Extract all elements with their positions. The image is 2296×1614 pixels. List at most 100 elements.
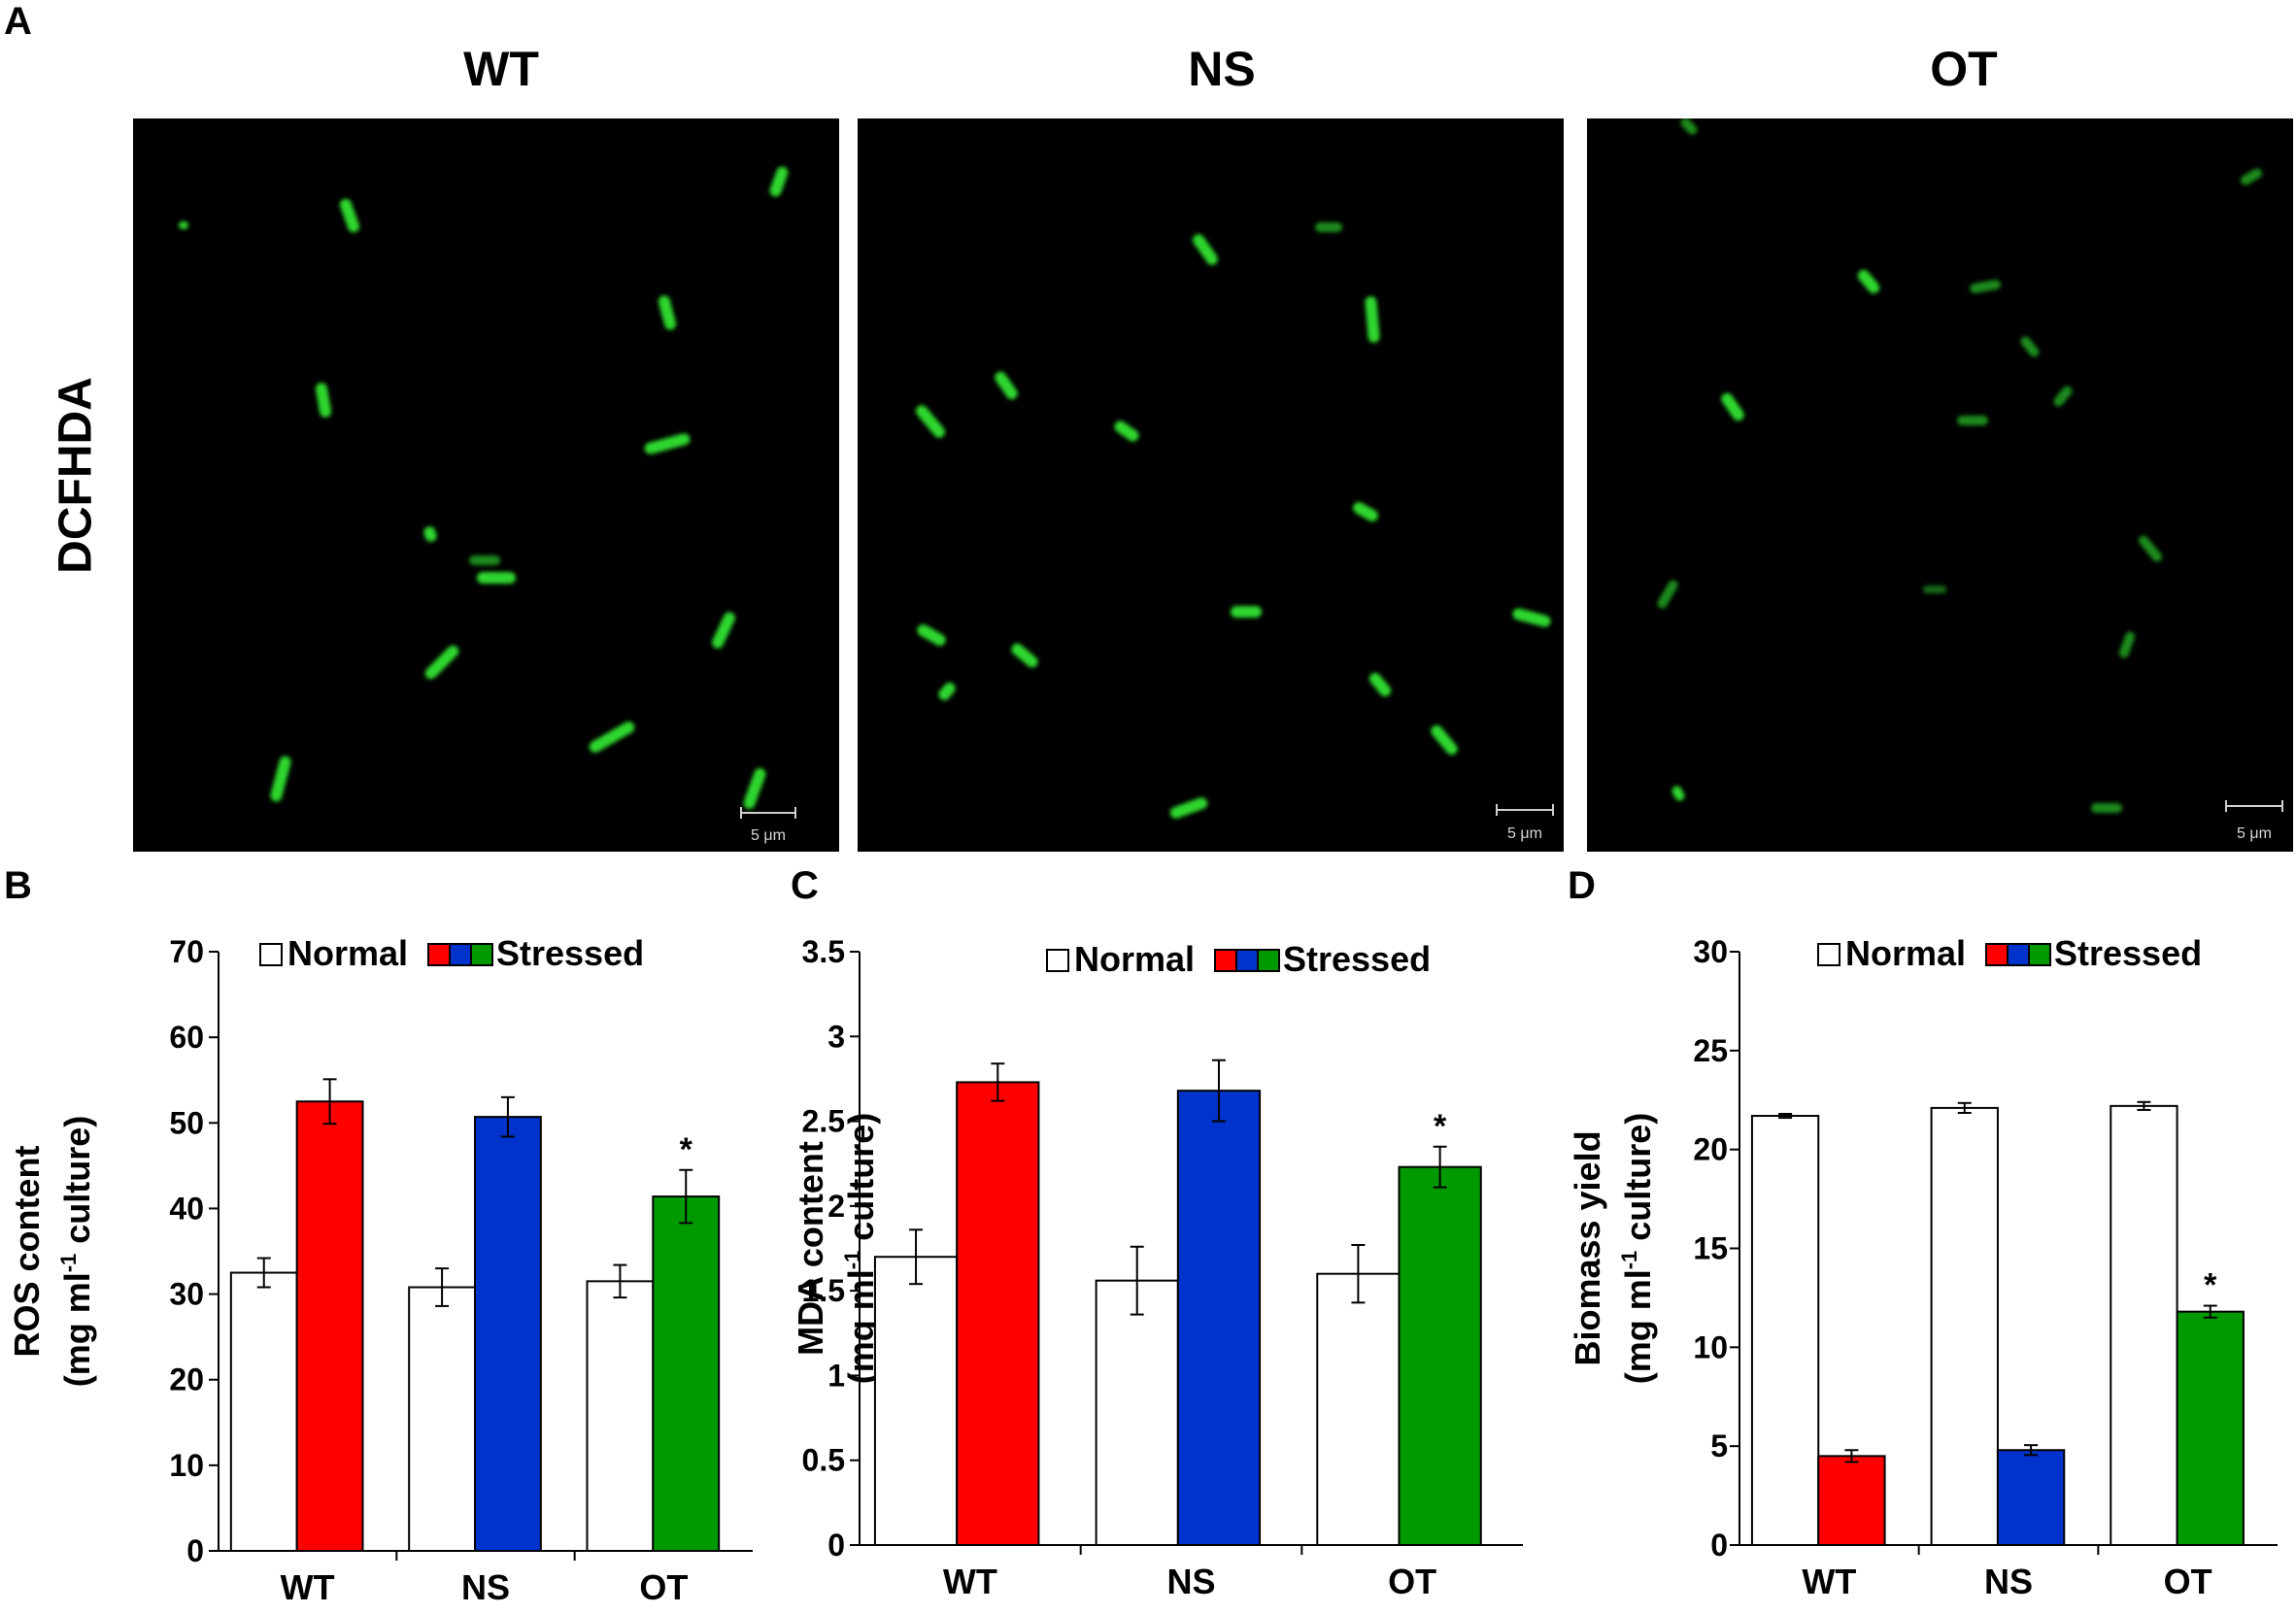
- mda-ytick-label: 2: [827, 1189, 845, 1224]
- scale-bar-label-ot: 5 μm: [2237, 825, 2272, 842]
- panel-letter-d: D: [1568, 864, 1596, 907]
- panel-letter-c: C: [791, 864, 819, 907]
- mda-xtick-label-ot: OT: [1388, 1562, 1436, 1601]
- scale-bar-label-ns: 5 μm: [1507, 825, 1542, 842]
- mda-bar-stressed-wt: [956, 1081, 1040, 1546]
- mda-ylabel-sup: -1: [840, 1251, 864, 1270]
- biomass-legend-label-normal: Normal: [1845, 933, 1966, 973]
- mda-legend-swatch-stressed: [1214, 949, 1237, 972]
- mda-ytick-label: 3.5: [802, 934, 845, 969]
- biomass-ytick-label: 25: [1693, 1033, 1728, 1068]
- mda-xtick-label-wt: WT: [943, 1562, 997, 1601]
- mda-bar-normal-ns: [1095, 1279, 1179, 1546]
- biomass-ylabel-sup: -1: [1617, 1251, 1641, 1270]
- ros-ylabel-sup: -1: [56, 1254, 81, 1273]
- mda-legend-swatch-normal: [1046, 949, 1069, 972]
- ros-ytick-label: 50: [169, 1105, 204, 1140]
- micrograph-wt-image: 5 μm: [179, 166, 796, 844]
- micrograph-title-ot: OT: [1930, 42, 1998, 96]
- mda-content-chart: MDA content (mg ml-1 culture)00.511.522.5…: [791, 934, 1523, 1601]
- ros-legend-swatch-stressed: [449, 943, 472, 966]
- biomass-ylabel-suffix: culture): [1618, 1113, 1658, 1251]
- mda-ytick-label: 1.5: [802, 1273, 845, 1308]
- biomass-ytick-label: 5: [1710, 1429, 1728, 1463]
- mda-legend-swatch-stressed: [1257, 949, 1280, 972]
- ros-legend-swatch-normal: [259, 943, 283, 966]
- ros-ylabel-prefix: (mg ml: [57, 1272, 97, 1387]
- mda-ytick-label: 0.5: [802, 1443, 845, 1478]
- mda-significance-marker: *: [1434, 1108, 1447, 1145]
- mda-ylabel-line1: MDA content: [791, 1141, 830, 1356]
- biomass-ytick-label: 20: [1693, 1132, 1728, 1167]
- mda-legend-label-stressed: Stressed: [1283, 939, 1431, 979]
- micrograph-title-wt: WT: [463, 42, 539, 96]
- biomass-ytick-label: 0: [1710, 1528, 1728, 1563]
- mda-ytick-label: 0: [827, 1528, 845, 1563]
- ros-content-chart: ROS content (mg ml-1 culture) 0 10 20 30 40 50 6…: [7, 933, 753, 1607]
- biomass-legend-swatch-normal: [1817, 943, 1840, 966]
- ros-xtick-label-wt: WT: [281, 1567, 335, 1607]
- biomass-xtick-label-ns: NS: [1984, 1562, 2033, 1601]
- ros-bar-stressed-ns: [474, 1116, 542, 1552]
- ros-legend-label-normal: Normal: [287, 933, 408, 973]
- ros-ytick-label: 40: [169, 1191, 204, 1226]
- mda-xtick-label-ns: NS: [1166, 1562, 1215, 1601]
- ros-xtick-label-ns: NS: [461, 1567, 510, 1607]
- mda-legend-swatch-stressed: [1235, 949, 1259, 972]
- mda-ylabel-suffix: culture): [841, 1113, 881, 1251]
- mda-legend-label-normal: Normal: [1074, 939, 1195, 979]
- ros-ylabel-line2: (mg ml-1 culture): [56, 1116, 97, 1388]
- biomass-legend-swatch-stressed: [1985, 943, 2009, 966]
- ros-ytick-label: 0: [186, 1533, 204, 1568]
- biomass-significance-marker: *: [2204, 1267, 2217, 1304]
- biomass-bar-normal-ot: [2110, 1104, 2178, 1547]
- ros-ytick-label: 30: [169, 1277, 204, 1312]
- biomass-ylabel-prefix: (mg ml: [1618, 1269, 1658, 1384]
- biomass-bar-normal-wt: [1750, 1115, 1820, 1546]
- ros-ylabel-suffix: culture): [57, 1116, 97, 1254]
- ros-legend-swatch-stressed: [470, 943, 493, 966]
- ros-significance-marker: *: [680, 1131, 693, 1168]
- panel-letter-b: B: [4, 864, 32, 907]
- micrograph-row-label: DCFHDA: [50, 377, 102, 574]
- biomass-bar-stressed-ns: [1996, 1449, 2066, 1546]
- ros-bar-stressed-ot: [652, 1195, 721, 1552]
- panel-letter-a: A: [4, 0, 32, 43]
- micrograph-ns: 5 μm: [858, 118, 1564, 852]
- biomass-legend-label-stressed: Stressed: [2054, 933, 2202, 973]
- ros-legend-label-stressed: Stressed: [496, 933, 644, 973]
- micrograph-ot-image: 5 μm: [1657, 118, 2283, 842]
- biomass-legend-swatch-stressed: [2007, 943, 2030, 966]
- micrograph-ot: 5 μm: [1587, 118, 2293, 852]
- micrograph-title-ns: NS: [1188, 42, 1256, 96]
- ros-ylabel-line1: ROS content: [7, 1145, 47, 1357]
- biomass-ylabel-line2: (mg ml-1 culture): [1617, 1113, 1658, 1385]
- biomass-ytick-label: 10: [1693, 1329, 1728, 1364]
- biomass-ylabel-line1: Biomass yield: [1568, 1130, 1607, 1365]
- biomass-xtick-label-wt: WT: [1802, 1562, 1856, 1601]
- biomass-xtick-label-ot: OT: [2164, 1562, 2212, 1601]
- ros-bar-normal-ot: [586, 1280, 655, 1552]
- ros-ytick-label: 20: [169, 1362, 204, 1397]
- biomass-bar-normal-ns: [1930, 1106, 1999, 1546]
- mda-bar-normal-wt: [873, 1256, 959, 1546]
- biomass-bar-stressed-wt: [1817, 1455, 1886, 1546]
- ros-bar-stressed-wt: [295, 1100, 364, 1552]
- mda-ytick-label: 3: [827, 1019, 845, 1054]
- mda-bar-normal-ot: [1316, 1272, 1401, 1546]
- biomass-bar-stressed-ot: [2176, 1310, 2245, 1546]
- ros-bar-normal-ns: [408, 1286, 476, 1552]
- biomass-legend-swatch-stressed: [2028, 943, 2051, 966]
- ros-ytick-label: 10: [169, 1448, 204, 1483]
- scale-bar-label-wt: 5 μm: [751, 827, 786, 844]
- mda-ytick-label: 2.5: [802, 1104, 845, 1139]
- ros-ytick-label: 70: [169, 934, 204, 969]
- ros-xtick-label-ot: OT: [639, 1567, 688, 1607]
- micrograph-wt: 5 μm: [133, 118, 839, 852]
- micrograph-ns-image: 5 μm: [916, 222, 1554, 842]
- ros-bar-normal-wt: [229, 1271, 298, 1552]
- biomass-ytick-label: 15: [1693, 1231, 1728, 1266]
- mda-ytick-label: 1: [827, 1358, 845, 1393]
- ros-ytick-label: 60: [169, 1020, 204, 1055]
- mda-bar-stressed-ot: [1398, 1165, 1482, 1546]
